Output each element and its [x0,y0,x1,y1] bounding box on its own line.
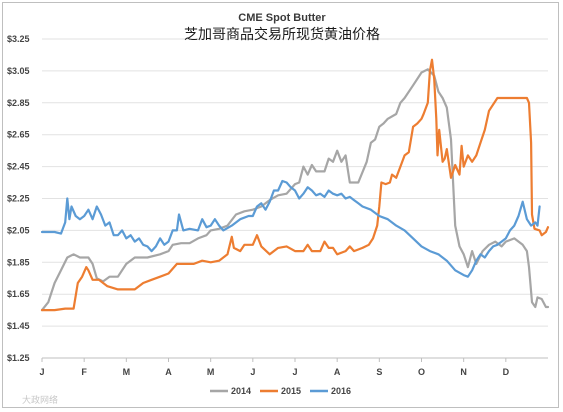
legend-label-2015: 2015 [281,386,301,396]
y-tick-label: $3.05 [7,66,30,76]
x-tick-label: F [81,367,87,377]
x-tick-label: N [460,367,467,377]
chart-title: CME Spot Butter [238,12,326,24]
y-tick-label: $2.85 [7,98,30,108]
legend: 2014 2015 2016 [210,386,351,396]
x-tick-label: D [503,367,510,377]
y-axis: $1.25 $1.45 $1.65 $1.85 $2.05 $2.25 $2.45 $2.65… [7,34,30,363]
series-lines [40,58,550,312]
y-tick-label: $1.25 [7,353,30,363]
gridlines [42,38,548,359]
chart-subtitle: 芝加哥商品交易所现货黄油价格 [184,26,380,43]
series-line-2014 [40,68,550,312]
y-tick-label: $1.65 [7,289,30,299]
watermark: 大政网络 [22,394,58,406]
x-tick-label: M [123,367,131,377]
y-tick-label: $2.25 [7,194,30,204]
x-tick-label: A [334,367,341,377]
legend-label-2014: 2014 [231,386,251,396]
x-tick-label: M [207,367,215,377]
chart-frame [2,2,559,408]
series-line-2016 [40,179,541,278]
y-tick-label: $3.25 [7,34,30,44]
x-tick-label: A [165,367,172,377]
series-line-2015 [40,58,550,312]
x-tick-label: J [292,367,297,377]
y-tick-label: $1.45 [7,321,30,331]
y-tick-label: $2.65 [7,130,30,140]
y-tick-label: $2.45 [7,162,30,172]
legend-label-2016: 2016 [331,386,351,396]
x-tick-label: J [250,367,255,377]
x-tick-label: J [39,367,44,377]
y-tick-label: $1.85 [7,257,30,267]
x-tick-label: O [418,367,425,377]
y-tick-label: $2.05 [7,225,30,235]
x-tick-label: S [376,367,382,377]
